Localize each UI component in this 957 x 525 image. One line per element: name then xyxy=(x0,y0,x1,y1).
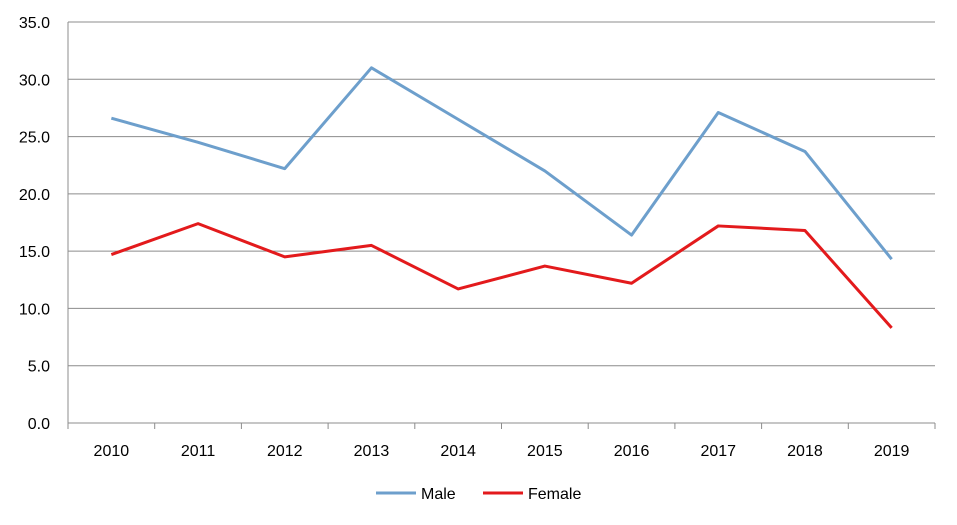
x-axis-tick-labels: 2010 2011 2012 2013 2014 2015 2016 2017 2018 2019 xyxy=(94,443,910,460)
gridlines xyxy=(68,21,935,367)
series-line-male xyxy=(110,66,893,261)
x-tick-label: 2016 xyxy=(614,443,650,460)
y-tick-label: 20.0 xyxy=(19,187,50,204)
y-tick-label: 25.0 xyxy=(19,130,50,147)
y-tick-label: 5.0 xyxy=(28,359,50,376)
x-tick-label: 2013 xyxy=(354,443,390,460)
y-axis-tick-labels: 0.0 5.0 10.0 15.0 20.0 25.0 30.0 35.0 xyxy=(19,15,50,433)
legend-label-male: Male xyxy=(421,486,456,503)
x-tick-label: 2011 xyxy=(181,443,216,460)
axes xyxy=(67,22,936,429)
series-line-female xyxy=(110,222,893,329)
x-tick-label: 2012 xyxy=(267,443,303,460)
legend: Male Female xyxy=(376,486,581,503)
x-tick-label: 2019 xyxy=(874,443,910,460)
series-lines xyxy=(110,66,893,329)
x-tick-label: 2015 xyxy=(527,443,563,460)
x-tick-label: 2014 xyxy=(440,443,476,460)
y-tick-label: 10.0 xyxy=(19,301,50,318)
y-tick-label: 0.0 xyxy=(28,416,50,433)
y-tick-label: 30.0 xyxy=(19,72,50,89)
y-tick-label: 15.0 xyxy=(19,244,50,261)
y-tick-label: 35.0 xyxy=(19,15,50,32)
x-tick-label: 2017 xyxy=(700,443,736,460)
legend-label-female: Female xyxy=(528,486,581,503)
x-tick-label: 2010 xyxy=(94,443,130,460)
x-tick-label: 2018 xyxy=(787,443,823,460)
